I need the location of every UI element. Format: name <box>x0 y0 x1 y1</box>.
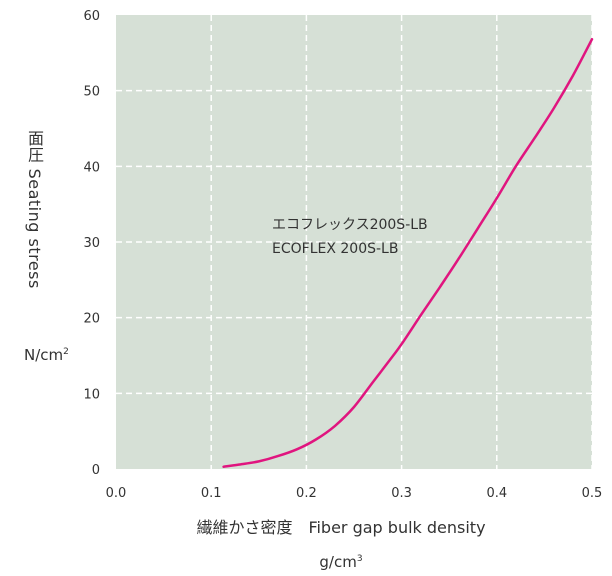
y-ticks: 0 10 20 30 40 50 60 <box>83 9 100 478</box>
plot-area <box>116 15 592 469</box>
series-line <box>222 37 594 468</box>
series-label-jp: エコフレックス200S-LB <box>272 217 428 233</box>
x-tick-label: 0.1 <box>201 486 222 501</box>
x-tick-label: 0.0 <box>106 486 127 501</box>
x-tick-label: 0.2 <box>296 486 317 501</box>
x-tick-label: 0.3 <box>391 486 412 501</box>
y-tick-label: 40 <box>83 160 100 175</box>
y-unit-exponent: 2 <box>63 347 69 357</box>
y-axis-label: 面圧 Seating stress <box>25 130 44 289</box>
series-group <box>222 37 594 468</box>
x-axis-unit: g/cm3 <box>0 553 612 571</box>
x-unit-exponent: 3 <box>356 554 363 564</box>
y-tick-label: 30 <box>83 236 100 251</box>
series-label-en: ECOFLEX 200S-LB <box>272 241 398 257</box>
y-tick-label: 20 <box>83 312 100 327</box>
y-axis-unit: N/cm2 <box>24 346 69 364</box>
x-ticks: 0.0 0.1 0.2 0.3 0.4 0.5 <box>106 486 603 501</box>
grid <box>116 15 593 469</box>
y-tick-label: 0 <box>92 463 100 478</box>
x-tick-label: 0.5 <box>582 486 603 501</box>
y-tick-label: 60 <box>83 9 100 24</box>
y-tick-label: 50 <box>83 85 100 100</box>
y-unit-base: N/cm <box>24 346 64 364</box>
y-tick-label: 10 <box>83 387 100 402</box>
x-unit-base: g/cm <box>319 553 357 571</box>
x-tick-label: 0.4 <box>486 486 507 501</box>
x-axis-label: 繊維かさ密度 Fiber gap bulk density <box>196 518 486 537</box>
